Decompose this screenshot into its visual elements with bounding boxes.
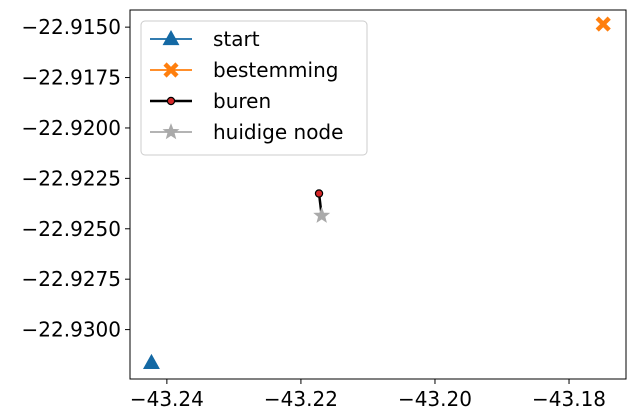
y-tick-label: −22.9300 bbox=[22, 318, 121, 342]
legend-label: start bbox=[213, 27, 260, 51]
legend-label: huidige node bbox=[213, 120, 343, 144]
axes-frame bbox=[129, 9, 627, 380]
x-tick-label: −43.20 bbox=[398, 387, 472, 411]
y-tick-label: −22.9275 bbox=[22, 267, 121, 291]
series-huidige-node bbox=[313, 206, 331, 223]
legend-entry: buren bbox=[150, 89, 271, 113]
y-tick-label: −22.9225 bbox=[22, 166, 121, 190]
x-tick-label: −43.18 bbox=[532, 387, 606, 411]
legend-entry: start bbox=[150, 27, 260, 51]
y-tick-label: −22.9150 bbox=[22, 15, 121, 39]
y-tick-label: −22.9175 bbox=[22, 66, 121, 90]
x-tick-label: −43.22 bbox=[264, 387, 338, 411]
legend-marker bbox=[166, 96, 176, 106]
y-tick-label: −22.9250 bbox=[22, 217, 121, 241]
legend-entry: huidige node bbox=[150, 120, 343, 144]
data-point bbox=[142, 353, 160, 369]
data-point bbox=[595, 16, 611, 32]
data-point bbox=[313, 206, 331, 223]
y-tick-label: −22.9200 bbox=[22, 116, 121, 140]
legend-marker bbox=[162, 29, 180, 46]
legend-box bbox=[140, 20, 368, 156]
series-start bbox=[142, 353, 160, 369]
legend-label: buren bbox=[213, 89, 271, 113]
series-bestemming bbox=[595, 16, 611, 32]
axes: −43.24 −43.22 −43.20 −43.18 −22.9150 −22.9175… bbox=[22, 9, 627, 411]
data-point bbox=[314, 189, 324, 198]
legend: start bestemming buren huidige node bbox=[140, 20, 368, 156]
legend-entry: bestemming bbox=[150, 58, 338, 82]
legend-marker bbox=[163, 62, 179, 78]
x-tick-label: −43.24 bbox=[130, 387, 204, 411]
plot-area bbox=[142, 16, 611, 369]
legend-marker bbox=[162, 123, 180, 140]
legend-label: bestemming bbox=[213, 58, 338, 82]
